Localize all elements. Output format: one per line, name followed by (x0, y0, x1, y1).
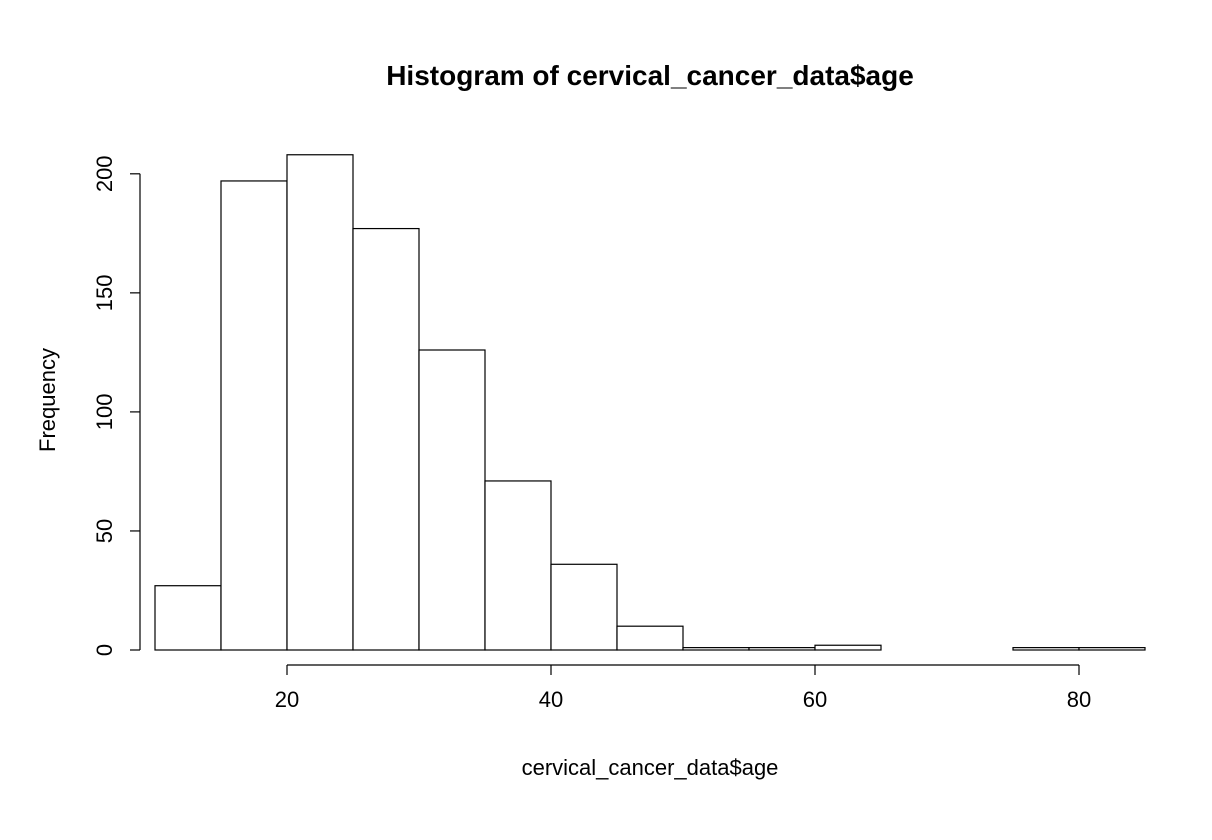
histogram-bar (485, 481, 551, 650)
histogram-bar (815, 645, 881, 650)
x-axis: 20 40 60 80 (275, 665, 1091, 712)
histogram-bar (1079, 648, 1145, 650)
histogram-bar (221, 181, 287, 650)
y-axis: 0 50 100 150 200 (92, 155, 140, 656)
x-axis-label: cervical_cancer_data$age (522, 755, 779, 780)
histogram-bar (353, 229, 419, 650)
x-tick-label: 40 (539, 687, 563, 712)
histogram-bar (287, 155, 353, 650)
histogram-bar (749, 648, 815, 650)
histogram-bar (1013, 648, 1079, 650)
y-tick-label: 0 (92, 644, 117, 656)
x-tick-label: 80 (1067, 687, 1091, 712)
x-tick-label: 20 (275, 687, 299, 712)
histogram-chart: Histogram of cervical_cancer_data$age ce… (0, 0, 1212, 840)
histogram-bar (419, 350, 485, 650)
y-tick-label: 150 (92, 274, 117, 311)
histogram-bar (551, 564, 617, 650)
y-tick-label: 50 (92, 519, 117, 543)
x-tick-label: 60 (803, 687, 827, 712)
y-tick-label: 100 (92, 394, 117, 431)
histogram-bar (617, 626, 683, 650)
y-axis-label: Frequency (35, 348, 60, 452)
histogram-bar (683, 648, 749, 650)
chart-title: Histogram of cervical_cancer_data$age (386, 60, 914, 91)
histogram-bars (155, 155, 1145, 650)
y-tick-label: 200 (92, 155, 117, 192)
histogram-bar (155, 586, 221, 650)
